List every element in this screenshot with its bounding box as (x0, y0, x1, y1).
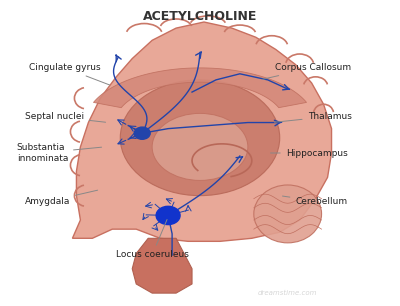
Text: Amygdala: Amygdala (25, 190, 98, 206)
Text: Locus coeruleus: Locus coeruleus (116, 219, 189, 259)
Text: Cerebellum: Cerebellum (282, 196, 348, 206)
Text: Thalamus: Thalamus (274, 112, 352, 122)
Text: ACETYLCHOLINE: ACETYLCHOLINE (143, 10, 257, 23)
Circle shape (134, 127, 150, 139)
Text: dreamstime.com: dreamstime.com (258, 290, 318, 296)
Ellipse shape (120, 80, 280, 196)
Polygon shape (94, 68, 306, 108)
Ellipse shape (254, 185, 322, 243)
Text: Corpus Callosum: Corpus Callosum (262, 63, 352, 79)
Ellipse shape (152, 114, 248, 181)
Polygon shape (132, 238, 192, 293)
Polygon shape (72, 22, 332, 241)
Text: Hippocampus: Hippocampus (270, 148, 348, 158)
Text: Substantia
innominata: Substantia innominata (17, 143, 102, 163)
Circle shape (156, 206, 180, 225)
Text: Septal nuclei: Septal nuclei (25, 112, 106, 122)
Text: Cingulate gyrus: Cingulate gyrus (28, 63, 110, 85)
